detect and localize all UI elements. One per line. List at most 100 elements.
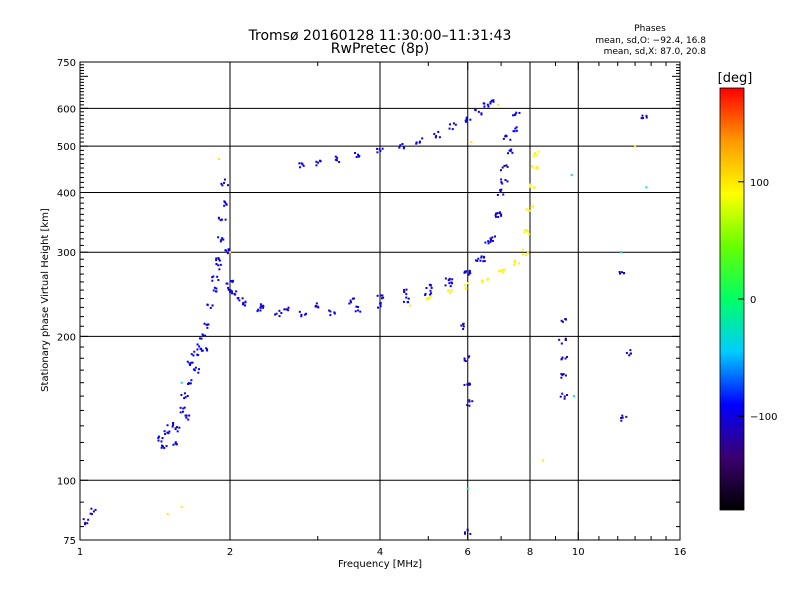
data-point (492, 100, 495, 103)
data-point (463, 284, 466, 287)
data-point (163, 430, 166, 433)
data-point (160, 440, 163, 443)
data-point (496, 103, 499, 106)
data-point (499, 190, 502, 193)
data-point (280, 311, 283, 314)
data-point (513, 259, 516, 262)
data-point (444, 284, 447, 287)
data-point (506, 180, 509, 183)
data-point (566, 394, 569, 397)
data-point (521, 253, 524, 256)
data-point (468, 270, 471, 273)
data-point (560, 357, 563, 360)
data-point (379, 302, 382, 305)
data-point (480, 255, 483, 258)
data-point (184, 414, 187, 417)
data-point (403, 288, 406, 291)
data-point (190, 379, 193, 382)
data-point (491, 240, 494, 243)
data-point (244, 304, 247, 307)
data-point (86, 522, 89, 525)
data-point (513, 130, 516, 133)
data-point (241, 297, 244, 300)
data-point (428, 283, 431, 286)
data-point (448, 289, 451, 292)
data-point (464, 360, 467, 363)
data-point (572, 395, 575, 398)
data-point (180, 393, 183, 396)
data-point (560, 319, 563, 322)
data-point (542, 459, 545, 462)
data-point (329, 310, 332, 313)
data-point (470, 141, 473, 144)
data-point (188, 382, 191, 385)
x-tick-label: 1 (77, 547, 83, 558)
data-point (161, 445, 164, 448)
data-point (466, 404, 469, 407)
data-point (157, 435, 160, 438)
data-point (463, 531, 466, 534)
data-point (237, 296, 240, 299)
data-point (287, 306, 290, 309)
data-point (515, 129, 518, 132)
data-point (494, 214, 497, 217)
data-point (427, 296, 430, 299)
data-point (300, 315, 303, 318)
data-point (460, 324, 463, 327)
data-point (229, 290, 232, 293)
data-point (449, 285, 452, 288)
data-point (509, 138, 512, 141)
data-point (92, 510, 95, 513)
colorbar-tick-label: 100 (750, 178, 769, 189)
data-point (424, 293, 427, 296)
data-point (403, 291, 406, 294)
data-point (334, 155, 337, 158)
data-point (530, 165, 533, 168)
data-point (529, 184, 532, 187)
data-point (84, 521, 87, 524)
data-point (218, 259, 221, 262)
data-point (166, 431, 169, 434)
data-point (518, 262, 521, 265)
data-point (526, 230, 529, 233)
data-point (504, 179, 507, 182)
data-point (215, 259, 218, 262)
data-point (399, 144, 402, 147)
data-point (354, 151, 357, 154)
x-tick-label: 8 (527, 547, 533, 558)
data-point (482, 255, 485, 258)
data-point (192, 354, 195, 357)
data-point (468, 399, 471, 402)
data-point (300, 313, 303, 316)
data-point (537, 150, 540, 153)
data-point (211, 279, 214, 282)
data-point (621, 414, 624, 417)
data-point (172, 422, 175, 425)
data-point (525, 253, 528, 256)
data-point (462, 328, 465, 331)
data-point (223, 178, 226, 181)
data-point (487, 105, 490, 108)
data-point (229, 289, 232, 292)
data-point (379, 305, 382, 308)
data-point (215, 287, 218, 290)
data-point (336, 156, 339, 159)
data-point (89, 512, 92, 515)
data-point (506, 165, 509, 168)
data-point (224, 218, 227, 221)
data-point (315, 160, 318, 163)
data-point (357, 309, 360, 312)
data-point (188, 362, 191, 365)
data-point (205, 323, 208, 326)
data-point (379, 303, 382, 306)
data-point (448, 282, 451, 285)
data-point (451, 128, 454, 131)
data-point (298, 310, 301, 313)
data-point (220, 182, 223, 185)
data-point (483, 102, 486, 105)
data-point (645, 186, 648, 189)
data-point (468, 383, 471, 386)
data-point (448, 123, 451, 126)
data-point (225, 203, 228, 206)
data-point (223, 181, 226, 184)
